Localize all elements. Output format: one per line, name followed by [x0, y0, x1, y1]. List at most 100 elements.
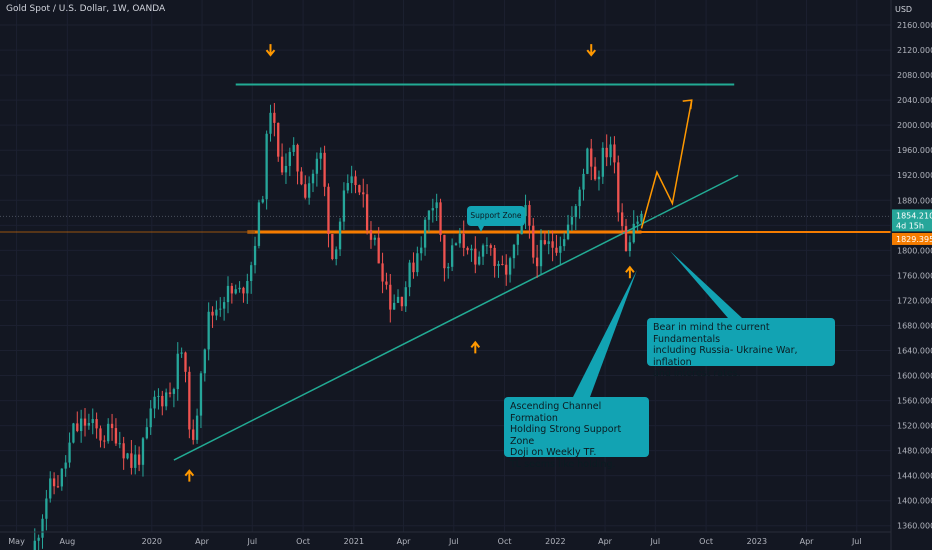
support-bubble-pointer: [478, 226, 484, 232]
candle-body: [624, 226, 628, 252]
candle-body: [481, 245, 485, 257]
candle-body: [377, 237, 380, 264]
candle-body: [559, 246, 562, 253]
candle-body: [122, 443, 125, 459]
candle-body: [350, 176, 353, 184]
candle-body: [400, 296, 404, 307]
candle-body: [284, 165, 288, 173]
candle-body: [563, 239, 566, 247]
candle-body: [485, 245, 489, 247]
projection-arrowhead: [682, 99, 693, 110]
candle-body: [365, 194, 369, 231]
candle-body: [45, 498, 48, 519]
candle-body: [246, 281, 249, 294]
candle-body: [450, 245, 454, 267]
channel-line-4: TL seems like holding.: [510, 458, 616, 470]
candle-body: [416, 253, 419, 273]
candle-body: [551, 241, 554, 248]
candle-body: [389, 284, 392, 310]
candle-body: [489, 245, 492, 248]
candle-body: [327, 186, 330, 234]
candle-body: [431, 208, 434, 211]
x-tick-label: 2022: [545, 537, 565, 546]
candle-body: [253, 245, 257, 266]
candle-body: [593, 166, 597, 180]
down-arrow-marker: [586, 44, 597, 57]
up-arrow-marker: [470, 340, 481, 354]
candle-body: [257, 202, 261, 246]
candle-body: [72, 423, 75, 443]
fundamentals-callout[interactable]: Bear in mind the current Fundamentals in…: [647, 318, 835, 379]
candle-body: [362, 192, 365, 195]
candle-body: [165, 392, 168, 407]
y-tick-label: 1960.000: [897, 146, 932, 155]
channel-callout[interactable]: Ascending Channel Formation Holding Stro…: [504, 397, 649, 470]
candle-body: [37, 537, 40, 541]
candle-body: [497, 263, 500, 266]
candle-body: [269, 112, 272, 134]
channel-line-3: Doji on Weekly TF.: [510, 447, 597, 458]
up-arrow-marker: [625, 265, 635, 279]
candle-body: [33, 540, 36, 550]
fundamentals-line-3: and interest rates.: [653, 368, 741, 379]
chart-title: Gold Spot / U.S. Dollar, 1W, OANDA: [6, 4, 166, 14]
candle-body: [234, 289, 237, 294]
candle-body: [547, 241, 550, 244]
candle-body: [211, 311, 214, 316]
y-tick-label: 1880.000: [897, 196, 932, 205]
candle-body: [338, 221, 342, 250]
candle-body: [462, 233, 465, 248]
candle-body: [501, 263, 504, 265]
y-tick-label: 1600.000: [897, 372, 932, 381]
fundamentals-pointer: [670, 251, 742, 318]
support-zone-label[interactable]: Support Zone: [467, 206, 525, 226]
candle-body: [532, 225, 535, 258]
candle-body: [230, 285, 234, 294]
candle-body: [192, 429, 195, 440]
candle-body: [114, 428, 118, 444]
candle-body: [543, 240, 547, 244]
candle-body: [118, 443, 121, 445]
candle-body: [609, 144, 612, 158]
candle-body: [474, 248, 477, 265]
candle-body: [470, 248, 473, 251]
candle-body: [381, 263, 384, 282]
candle-body: [323, 152, 326, 187]
candle-body: [617, 162, 620, 213]
current-price-countdown: 4d 15h: [896, 221, 924, 230]
candle-body: [335, 249, 338, 260]
y-tick-label: 2000.000: [897, 121, 932, 130]
candle-body: [439, 202, 442, 235]
y-tick-label: 1480.000: [897, 447, 932, 456]
candle-body: [369, 230, 373, 240]
candle-body: [443, 234, 446, 269]
price-axis[interactable]: 1360.000 1400.000 1440.000 1480.000 1520.000…: [897, 21, 932, 531]
candle-body: [620, 212, 624, 227]
candle-body: [597, 176, 601, 180]
time-axis[interactable]: May Aug 2020 Apr Jul Oct 2021 Apr Jul Oct 2022 Apr J…: [8, 537, 861, 546]
candle-body: [493, 247, 496, 266]
x-tick-label: Apr: [800, 537, 815, 546]
candle-body: [103, 440, 106, 442]
candle-body: [265, 133, 268, 200]
candle-body: [466, 247, 469, 251]
down-arrow-marker: [265, 44, 276, 57]
drawing-lines[interactable]: [0, 83, 891, 461]
candle-body: [605, 147, 608, 158]
candle-body: [222, 302, 226, 309]
candle-body: [354, 176, 357, 186]
candle-body: [454, 243, 458, 246]
candle-body: [64, 462, 67, 469]
candle-body: [172, 389, 176, 394]
projection-path: [640, 100, 693, 229]
candle-body: [315, 158, 319, 174]
x-tick-label: Oct: [699, 537, 713, 546]
candle-body: [130, 453, 133, 468]
candle-body: [570, 217, 574, 225]
x-tick-label: May: [8, 537, 25, 546]
x-tick-label: Jul: [851, 537, 862, 546]
y-tick-label: 1520.000: [897, 422, 932, 431]
candle-body: [578, 189, 581, 207]
annotation-marks: [184, 44, 635, 482]
